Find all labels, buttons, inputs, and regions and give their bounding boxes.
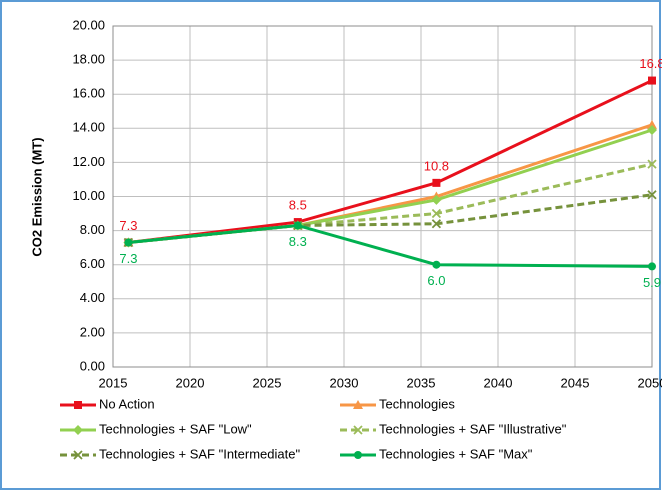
y-tick-label: 2.00 (80, 324, 105, 339)
marker (431, 194, 442, 205)
y-axis-label: CO2 Emission (MT) (29, 137, 44, 256)
marker (353, 425, 363, 435)
data-label: 8.3 (289, 234, 307, 249)
y-tick-label: 16.00 (72, 86, 105, 101)
data-label: 6.0 (427, 273, 445, 288)
y-tick-label: 10.00 (72, 188, 105, 203)
data-label: 7.3 (119, 251, 137, 266)
legend-label: Technologies + SAF "Low" (99, 421, 252, 436)
data-label: 10.8 (424, 158, 449, 173)
y-tick-label: 4.00 (80, 290, 105, 305)
y-tick-label: 20.00 (72, 17, 105, 32)
data-label: 5.9 (643, 275, 661, 290)
x-tick-label: 2035 (407, 375, 436, 390)
data-label: 8.5 (289, 198, 307, 213)
marker (647, 125, 657, 136)
series-line (128, 223, 653, 268)
legend-label: No Action (99, 396, 155, 411)
marker (293, 221, 302, 230)
marker (353, 400, 363, 409)
x-tick-label: 2040 (484, 375, 513, 390)
marker (354, 451, 362, 459)
marker (432, 260, 441, 269)
x-tick-label: 2030 (330, 375, 359, 390)
legend-label: Technologies + SAF "Max" (379, 446, 533, 461)
legend-label: Technologies + SAF "Intermediate" (99, 446, 300, 461)
marker (431, 208, 442, 219)
y-tick-label: 18.00 (72, 52, 105, 67)
marker (432, 178, 441, 187)
marker (431, 219, 442, 229)
x-tick-label: 2020 (176, 375, 205, 390)
series-line (128, 162, 653, 245)
data-label: 7.3 (119, 218, 137, 233)
y-tick-label: 14.00 (72, 120, 105, 135)
marker (647, 159, 657, 169)
marker (648, 262, 656, 271)
marker (74, 401, 82, 409)
y-tick-label: 8.00 (80, 222, 105, 237)
marker (124, 238, 133, 247)
data-label: 16.8 (639, 56, 662, 71)
x-tick-label: 2045 (561, 375, 590, 390)
legend-label: Technologies + SAF "Illustrative" (379, 421, 567, 436)
marker (73, 425, 83, 435)
x-tick-label: 2025 (253, 375, 282, 390)
marker (647, 190, 657, 200)
marker (73, 450, 83, 460)
series-line (128, 79, 653, 245)
y-tick-label: 0.00 (80, 358, 105, 373)
y-tick-label: 6.00 (80, 256, 105, 271)
y-tick-label: 12.00 (72, 154, 105, 169)
marker (648, 76, 656, 85)
marker (647, 119, 657, 129)
legend-label: Technologies (379, 396, 455, 411)
x-tick-label: 2015 (99, 375, 128, 390)
plot-border (112, 25, 653, 368)
x-tick-label: 2050 (638, 375, 662, 390)
